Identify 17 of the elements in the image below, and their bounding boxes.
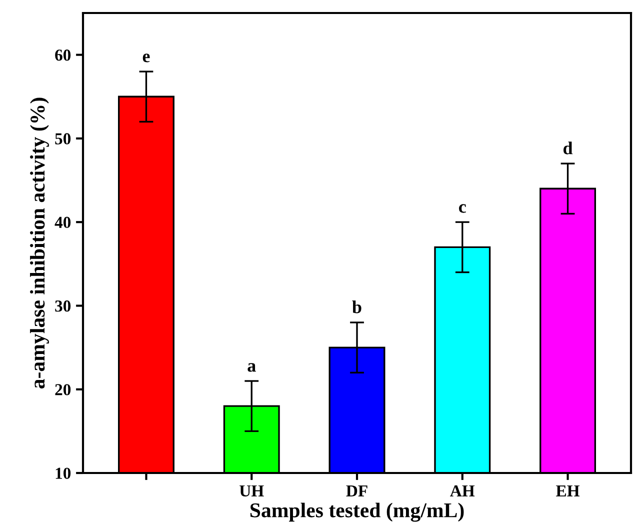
y-tick-label: 50 [55, 133, 71, 144]
annotation: d [563, 142, 573, 154]
x-tick-label: DF [346, 485, 368, 496]
annotation: c [458, 204, 466, 213]
x-axis-title: Samples tested (mg/mL) [250, 502, 464, 522]
annotation: e [142, 54, 150, 62]
y-tick-label: 40 [54, 216, 71, 228]
x-tick-label: AH [450, 485, 475, 496]
y-axis-title: a-amylase inhibition activity (%) [30, 98, 49, 388]
x-tick-label: EH [556, 485, 580, 496]
y-tick-label: 30 [55, 300, 71, 312]
annotation: a [248, 363, 256, 372]
y-tick-label: 60 [55, 50, 71, 61]
y-tick-label: 10 [56, 468, 71, 479]
annotation: b [352, 300, 362, 314]
y-tick-label: 20 [55, 384, 71, 396]
x-tick-label: UH [240, 485, 264, 497]
